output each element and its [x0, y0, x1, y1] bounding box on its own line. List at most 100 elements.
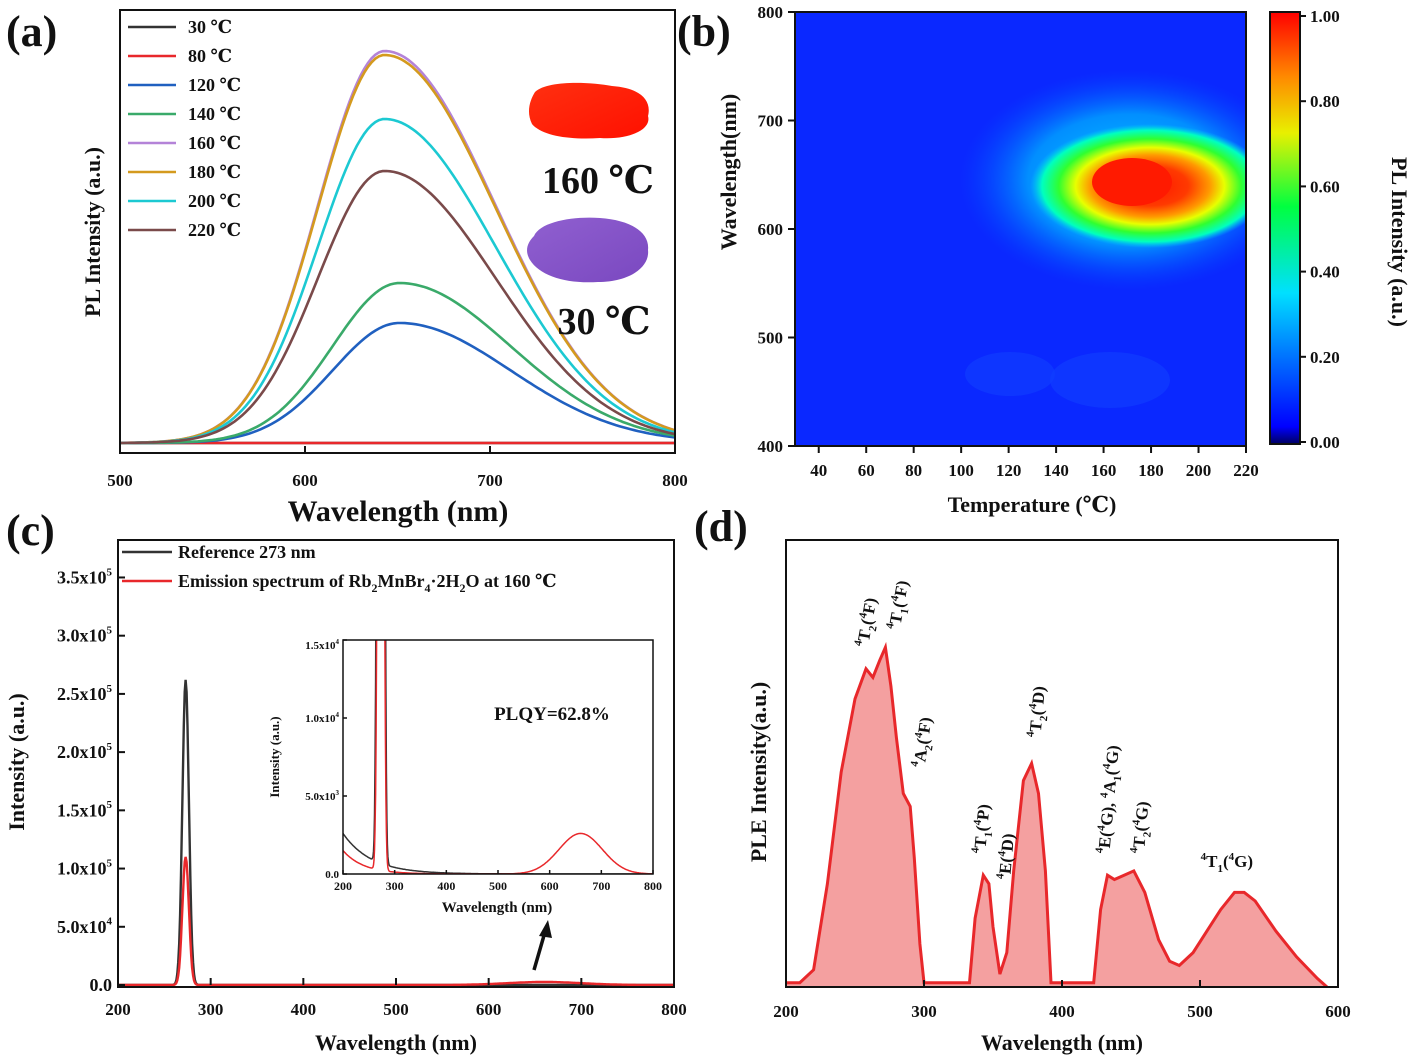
transition-label: 4T2(4G) [1128, 800, 1156, 854]
panel-c-y-axis-label: Intensity (a.u.) [4, 693, 29, 831]
y-tick-label: 500 [758, 329, 784, 348]
colorbar-tick-label: 0.40 [1310, 263, 1340, 282]
colorbar-ticks: 0.00 0.20 0.40 0.60 0.80 1.00 [1300, 7, 1340, 452]
transition-label: 4T2(4D) [1024, 685, 1052, 738]
inset-x-tick-label: 600 [541, 879, 559, 893]
plqy-annotation: PLQY=62.8% [494, 704, 610, 725]
panel-a-x-axis-label: Wavelength (nm) [288, 495, 509, 528]
legend-label: 30 ℃ [188, 17, 232, 37]
transition-label: 4T1(4P) [969, 803, 997, 854]
arrow-to-inset [532, 920, 552, 971]
panel-b-x-axis-label: Temperature (℃) [948, 492, 1117, 517]
y-tick-label: 5.0x104 [57, 916, 113, 937]
legend-label: 140 ℃ [188, 104, 241, 124]
inset-ticks: 200 300 400 500 600 700 800 0.0 5.0x103 1.0x104 1.… [305, 638, 662, 893]
x-tick-label: 500 [107, 471, 133, 490]
series-line-3 [120, 281, 675, 445]
ple-area-fill [786, 647, 1327, 987]
transition-label: 4E(4G), 4A1(4G) [1093, 744, 1126, 854]
y-tick-label: 3.0x105 [57, 625, 113, 646]
x-tick-label: 60 [858, 461, 875, 480]
transition-label: 4T1(4F) [884, 579, 916, 632]
x-tick-label: 100 [948, 461, 974, 480]
panel-b-y-axis-label: Wavelength(nm) [716, 94, 741, 250]
x-tick-label: 500 [383, 1000, 409, 1019]
panel-a-label: (a) [6, 7, 57, 56]
transition-label: 4A2(4F) [909, 716, 940, 769]
x-tick-label: 140 [1043, 461, 1069, 480]
legend-label: 120 ℃ [188, 75, 241, 95]
inset-background [343, 640, 653, 874]
inset-x-tick-label: 700 [592, 879, 610, 893]
legend-label: 160 ℃ [188, 133, 241, 153]
y-tick-label: 2.5x105 [57, 683, 113, 704]
colorbar-tick-label: 0.80 [1310, 92, 1340, 111]
y-tick-label: 0.0 [90, 975, 113, 995]
x-tick-label: 120 [996, 461, 1022, 480]
hot-sample-label: 160 ℃ [542, 160, 654, 202]
legend-label: 220 ℃ [188, 220, 241, 240]
panel-d-transition-labels: 4T2(4F)4T1(4F) 4A2(4F) 4T1(4P)4E(4D) 4T2(4D… [852, 579, 1253, 881]
x-tick-label: 600 [1325, 1002, 1351, 1021]
ple-line [786, 641, 1328, 989]
x-tick-label: 220 [1233, 461, 1259, 480]
x-tick-label: 400 [1049, 1002, 1075, 1021]
series-line-6 [120, 117, 675, 445]
colorbar-tick-label: 0.20 [1310, 348, 1340, 367]
panel-c-label: (c) [6, 506, 55, 555]
panel-d-x-axis-label: Wavelength (nm) [981, 1030, 1143, 1055]
inset-y-axis-label: Intensity (a.u.) [267, 716, 282, 797]
panel-a-x-ticks: 500 600 700 800 [107, 446, 688, 490]
inset-x-tick-label: 400 [437, 879, 455, 893]
legend-label: 200 ℃ [188, 191, 241, 211]
x-tick-label: 200 [105, 1000, 131, 1019]
x-tick-label: 500 [1187, 1002, 1213, 1021]
legend-label-emission: Emission spectrum of Rb2MnBr4·2H2O at 16… [178, 571, 557, 595]
panel-b: (b) 40 60 80 100 120 140 160 180 200 220 400 500 600… [677, 3, 1409, 517]
inset-x-tick-label: 500 [489, 879, 507, 893]
x-tick-label: 800 [661, 1000, 687, 1019]
transition-label: 4T2(4F) [852, 596, 884, 649]
hot-sample-photo [528, 82, 649, 139]
heatmap-image [795, 12, 1246, 446]
panel-d-label: (d) [694, 502, 748, 551]
x-tick-label: 300 [198, 1000, 224, 1019]
transition-label: 4T1(4G) [1201, 851, 1253, 875]
legend-label: 80 ℃ [188, 46, 232, 66]
inset-y-tick-label: 1.0x104 [305, 711, 339, 725]
x-tick-label: 300 [911, 1002, 937, 1021]
panel-a-plot-frame [119, 9, 676, 454]
inset-y-tick-label: 0.0 [325, 869, 339, 881]
legend-label: 180 ℃ [188, 162, 241, 182]
inset-x-axis-label: Wavelength (nm) [442, 900, 552, 916]
x-tick-label: 600 [476, 1000, 502, 1019]
x-tick-label: 180 [1138, 461, 1164, 480]
inset-x-tick-label: 800 [644, 879, 662, 893]
x-tick-label: 700 [569, 1000, 595, 1019]
y-tick-label: 1.5x105 [57, 799, 113, 820]
x-tick-label: 80 [905, 461, 922, 480]
x-tick-label: 600 [292, 471, 318, 490]
colorbar-tick-label: 1.00 [1310, 7, 1340, 26]
x-tick-label: 700 [477, 471, 503, 490]
panel-c-plot-frame [117, 539, 675, 988]
inset-y-tick-label: 1.5x104 [305, 638, 339, 652]
panel-d-x-ticks: 200 300 400 500 600 [773, 980, 1351, 1021]
x-tick-label: 200 [773, 1002, 799, 1021]
y-tick-label: 1.0x105 [57, 857, 113, 878]
cold-sample-photo [527, 217, 649, 283]
y-tick-label: 600 [758, 220, 784, 239]
panel-d-area [786, 641, 1328, 989]
x-tick-label: 160 [1091, 461, 1117, 480]
x-tick-label: 400 [291, 1000, 317, 1019]
colorbar-tick-label: 0.60 [1310, 177, 1340, 196]
series-line-5 [120, 53, 675, 445]
series-line-7 [120, 169, 675, 445]
legend-label-reference: Reference 273 nm [178, 542, 316, 562]
panel-c-ticks: 200 300 400 500 600 700 800 0.0 5.0x104 1.0x105 1.… [57, 566, 687, 1019]
panel-c-x-axis-label: Wavelength (nm) [315, 1030, 477, 1055]
panel-b-label: (b) [677, 7, 731, 56]
transition-label: 4E(4D) [994, 833, 1018, 881]
y-tick-label: 700 [758, 112, 784, 131]
